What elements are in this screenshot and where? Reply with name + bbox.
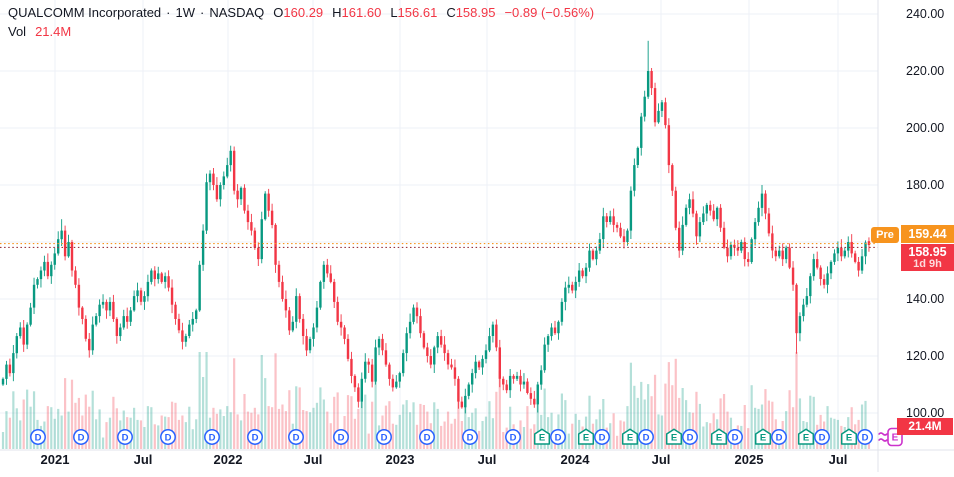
svg-text:D: D (122, 432, 129, 443)
legend-separator: · (200, 5, 205, 20)
svg-text:D: D (687, 432, 694, 443)
low-label: L (390, 5, 398, 20)
svg-text:D: D (381, 432, 388, 443)
time-axis-label: Jul (651, 452, 671, 467)
svg-text:E: E (892, 433, 899, 444)
svg-text:D: D (35, 432, 42, 443)
next-earnings-marker[interactable]: E (878, 427, 903, 447)
svg-text:D: D (599, 432, 606, 443)
last-price-badge[interactable]: 158.95 1d 9h (901, 244, 954, 271)
price-axis-label: 240.00 (906, 7, 945, 21)
svg-text:D: D (862, 432, 869, 443)
symbol-row: QUALCOMM Incorporated · 1W · NASDAQ O 16… (8, 4, 594, 21)
close-value: 158.95 (455, 5, 496, 20)
volume-value: 21.4M (35, 24, 72, 39)
price-axis-label: 200.00 (906, 121, 945, 135)
svg-text:D: D (252, 432, 259, 443)
earnings-dividend-markers[interactable]: DE DE DE DE DE DE DE DE (533, 428, 873, 445)
svg-text:E: E (716, 432, 722, 443)
bar-countdown: 1d 9h (913, 258, 942, 270)
svg-text:D: D (165, 432, 172, 443)
pre-market-tag[interactable]: Pre (871, 227, 899, 243)
svg-text:D: D (338, 432, 345, 443)
svg-text:D: D (510, 432, 517, 443)
high-value: 161.60 (341, 5, 382, 20)
price-axis-label: 220.00 (906, 64, 945, 78)
last-price-value: 158.95 (908, 245, 947, 259)
time-axis-label: Jul (477, 452, 497, 467)
svg-text:E: E (760, 432, 766, 443)
candles (1, 40, 871, 414)
close-label: C (446, 5, 456, 20)
exchange-label: NASDAQ (209, 5, 265, 20)
svg-text:D: D (424, 432, 431, 443)
time-axis-label: 2023 (385, 452, 415, 467)
time-axis-label: Jul (133, 452, 153, 467)
time-axis-label: 2025 (734, 452, 764, 467)
svg-text:D: D (293, 432, 300, 443)
price-axis-label: 140.00 (906, 292, 945, 306)
time-axis-label: 2022 (213, 452, 243, 467)
svg-text:E: E (539, 432, 545, 443)
svg-text:D: D (776, 432, 783, 443)
time-axis-label: Jul (303, 452, 323, 467)
volume-row: Vol 21.4M (8, 23, 594, 40)
time-axis-label: 2024 (560, 452, 590, 467)
symbol-name[interactable]: QUALCOMM Incorporated (8, 5, 162, 20)
high-label: H (332, 5, 342, 20)
price-axis-label: 120.00 (906, 349, 945, 363)
svg-text:E: E (671, 432, 677, 443)
low-value: 156.61 (397, 5, 438, 20)
svg-text:D: D (732, 432, 739, 443)
open-label: O (273, 5, 284, 20)
legend-separator: · (166, 5, 171, 20)
price-axis-label: 180.00 (906, 178, 945, 192)
time-axis-label: Jul (828, 452, 848, 467)
time-axis-label: 2021 (40, 452, 70, 467)
chart-legend: QUALCOMM Incorporated · 1W · NASDAQ O 16… (8, 4, 594, 40)
svg-text:D: D (643, 432, 650, 443)
svg-text:E: E (846, 432, 852, 443)
volume-value-badge[interactable]: 21.4M (897, 418, 953, 435)
volume-label: Vol (8, 24, 27, 39)
pre-market-price-badge[interactable]: 159.44 (901, 225, 954, 243)
svg-text:D: D (819, 432, 826, 443)
change-value: −0.89 (−0.56%) (504, 5, 595, 20)
open-value: 160.29 (283, 5, 324, 20)
price-axis-label: 100.00 (906, 406, 945, 420)
svg-text:E: E (803, 432, 809, 443)
svg-text:D: D (78, 432, 85, 443)
svg-text:D: D (555, 432, 562, 443)
grid (0, 0, 878, 450)
svg-text:D: D (467, 432, 474, 443)
svg-text:E: E (627, 432, 633, 443)
svg-text:D: D (209, 432, 216, 443)
interval-label[interactable]: 1W (175, 5, 196, 20)
svg-text:E: E (583, 432, 589, 443)
